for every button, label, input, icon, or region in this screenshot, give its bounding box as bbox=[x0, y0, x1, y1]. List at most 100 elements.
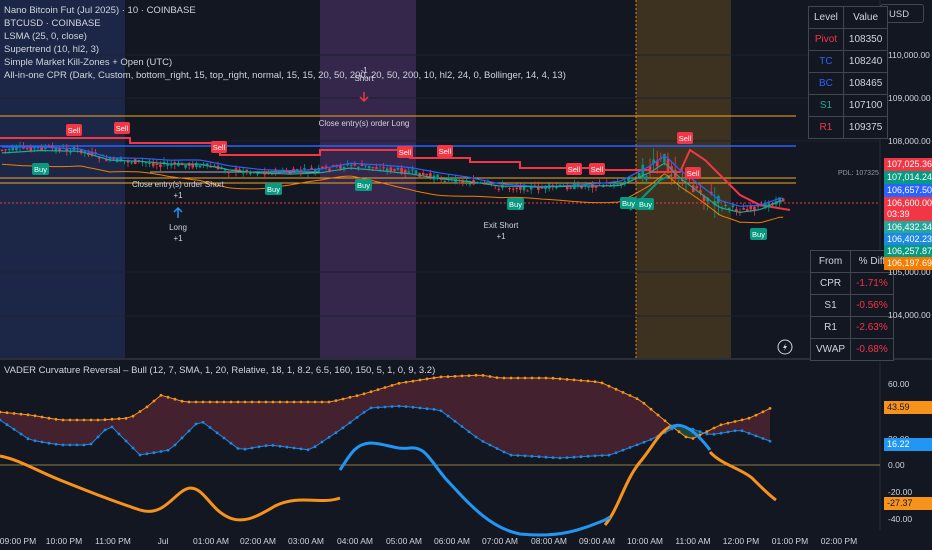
osc-bear-cloud bbox=[91, 420, 98, 444]
osc-curvature-bear-line bbox=[0, 454, 341, 522]
osc-dot bbox=[208, 426, 212, 429]
osc-dot bbox=[138, 453, 142, 457]
candle-body bbox=[400, 167, 403, 174]
osc-dot bbox=[299, 400, 303, 404]
osc-bear-cloud bbox=[357, 393, 364, 418]
osc-dot bbox=[285, 400, 289, 404]
candle-body bbox=[11, 146, 15, 151]
osc-dot bbox=[369, 406, 373, 410]
osc-dot bbox=[754, 434, 758, 438]
candle-body bbox=[389, 167, 393, 172]
sell-signal[interactable]: Sell bbox=[677, 132, 693, 144]
sell-signal[interactable]: Sell bbox=[211, 141, 227, 153]
osc-bear-cloud bbox=[56, 419, 63, 445]
osc-dot bbox=[320, 440, 324, 444]
candle-body bbox=[529, 186, 533, 190]
osc-dot bbox=[33, 439, 37, 443]
osc-dot bbox=[271, 400, 275, 404]
indicator-killzones[interactable]: Simple Market Kill-Zones + Open (UTC) bbox=[4, 57, 173, 68]
sell-label: Sell bbox=[687, 169, 700, 178]
buy-signal[interactable]: Buy bbox=[750, 228, 767, 240]
sell-signal[interactable]: Sell bbox=[685, 167, 701, 179]
osc-bear-cloud bbox=[63, 420, 70, 445]
time-tick: Jul bbox=[157, 536, 169, 546]
candle-body bbox=[324, 166, 328, 168]
buy-signal[interactable]: Buy bbox=[265, 183, 282, 195]
osc-dot bbox=[551, 456, 555, 459]
time-tick: 09:00 PM bbox=[0, 536, 37, 546]
sell-signal[interactable]: Sell bbox=[397, 146, 413, 158]
osc-bear-cloud bbox=[553, 378, 560, 458]
candle-body bbox=[429, 173, 432, 177]
candle-body bbox=[382, 167, 385, 169]
candle-body bbox=[407, 171, 411, 173]
osc-bear-cloud bbox=[455, 375, 462, 427]
osc-bull-cloud bbox=[679, 425, 686, 437]
buy-signal[interactable]: Buy bbox=[507, 198, 524, 210]
time-tick: 03:00 AM bbox=[288, 536, 324, 546]
price-tick: 104,000.00 bbox=[888, 310, 931, 320]
osc-bear-cloud bbox=[420, 378, 427, 409]
sell-signal[interactable]: Sell bbox=[437, 145, 453, 157]
sell-signal[interactable]: Sell bbox=[589, 163, 605, 175]
sell-signal[interactable]: Sell bbox=[66, 124, 82, 136]
sell-signal[interactable]: Sell bbox=[566, 163, 582, 175]
sell-signal[interactable]: Sell bbox=[114, 122, 130, 134]
osc-dot bbox=[383, 405, 387, 409]
candle-body bbox=[645, 176, 648, 180]
osc-bear-cloud bbox=[385, 385, 392, 407]
lightning-icon[interactable] bbox=[777, 339, 793, 355]
osc-dot bbox=[334, 399, 338, 402]
osc-dot bbox=[544, 455, 548, 459]
buy-signal[interactable]: Buy bbox=[637, 198, 654, 210]
oscillator-title[interactable]: VADER Curvature Reversal – Bull (12, 7, … bbox=[4, 365, 436, 376]
candle-body bbox=[69, 151, 72, 153]
indicator-lsma[interactable]: LSMA (25, 0, close) bbox=[4, 31, 87, 42]
osc-dot bbox=[607, 384, 611, 388]
osc-dot bbox=[47, 416, 51, 420]
osc-value-label-orange-bottom: -27.37 bbox=[884, 497, 932, 510]
osc-dot bbox=[411, 405, 415, 409]
buy-signal[interactable]: Buy bbox=[620, 197, 637, 209]
osc-bear-cloud bbox=[742, 418, 749, 434]
candle-body bbox=[713, 200, 717, 206]
candle-body bbox=[357, 166, 360, 168]
candle-body bbox=[234, 168, 238, 172]
osc-dot bbox=[236, 400, 240, 404]
osc-dot bbox=[607, 453, 611, 457]
chart-title[interactable]: Nano Bitcoin Fut (Jul 2025) · 10 · COINB… bbox=[4, 5, 196, 16]
time-axis[interactable]: 09:00 PM 10:00 PM 11:00 PM Jul 01:00 AM 02:00… bbox=[0, 534, 880, 550]
candle-body bbox=[569, 187, 573, 189]
osc-dot bbox=[348, 421, 352, 425]
indicator-supertrend[interactable]: Supertrend (10, hl2, 3) bbox=[4, 44, 100, 55]
osc-dot bbox=[278, 400, 282, 404]
osc-dot bbox=[509, 376, 513, 380]
osc-dot bbox=[397, 381, 401, 385]
candle-body bbox=[288, 172, 292, 174]
osc-dot bbox=[733, 420, 737, 423]
osc-dot bbox=[61, 418, 65, 422]
candle-body bbox=[346, 163, 349, 166]
osc-dot bbox=[152, 451, 156, 455]
osc-bear-cloud bbox=[168, 397, 175, 451]
osc-dot bbox=[26, 413, 30, 417]
osc-dot bbox=[418, 378, 422, 382]
indicator-cpr[interactable]: All-in-one CPR (Dark, Custom, bottom_rig… bbox=[4, 70, 566, 81]
osc-bear-cloud bbox=[77, 420, 84, 445]
osc-bear-cloud bbox=[406, 381, 413, 408]
candle-body bbox=[468, 183, 472, 185]
osc-dot bbox=[68, 443, 72, 447]
osc-bear-cloud bbox=[637, 398, 644, 445]
candle-body bbox=[159, 164, 162, 167]
osc-bear-cloud bbox=[98, 419, 105, 437]
osc-dot bbox=[243, 447, 247, 451]
buy-signal[interactable]: Buy bbox=[32, 163, 49, 175]
candle-body bbox=[209, 166, 213, 168]
sell-label: Sell bbox=[591, 165, 604, 174]
buy-signal[interactable]: Buy bbox=[355, 179, 372, 191]
osc-dot bbox=[222, 400, 226, 404]
candle-body bbox=[558, 184, 562, 186]
candle-body bbox=[702, 195, 706, 201]
osc-bear-cloud bbox=[504, 378, 511, 456]
